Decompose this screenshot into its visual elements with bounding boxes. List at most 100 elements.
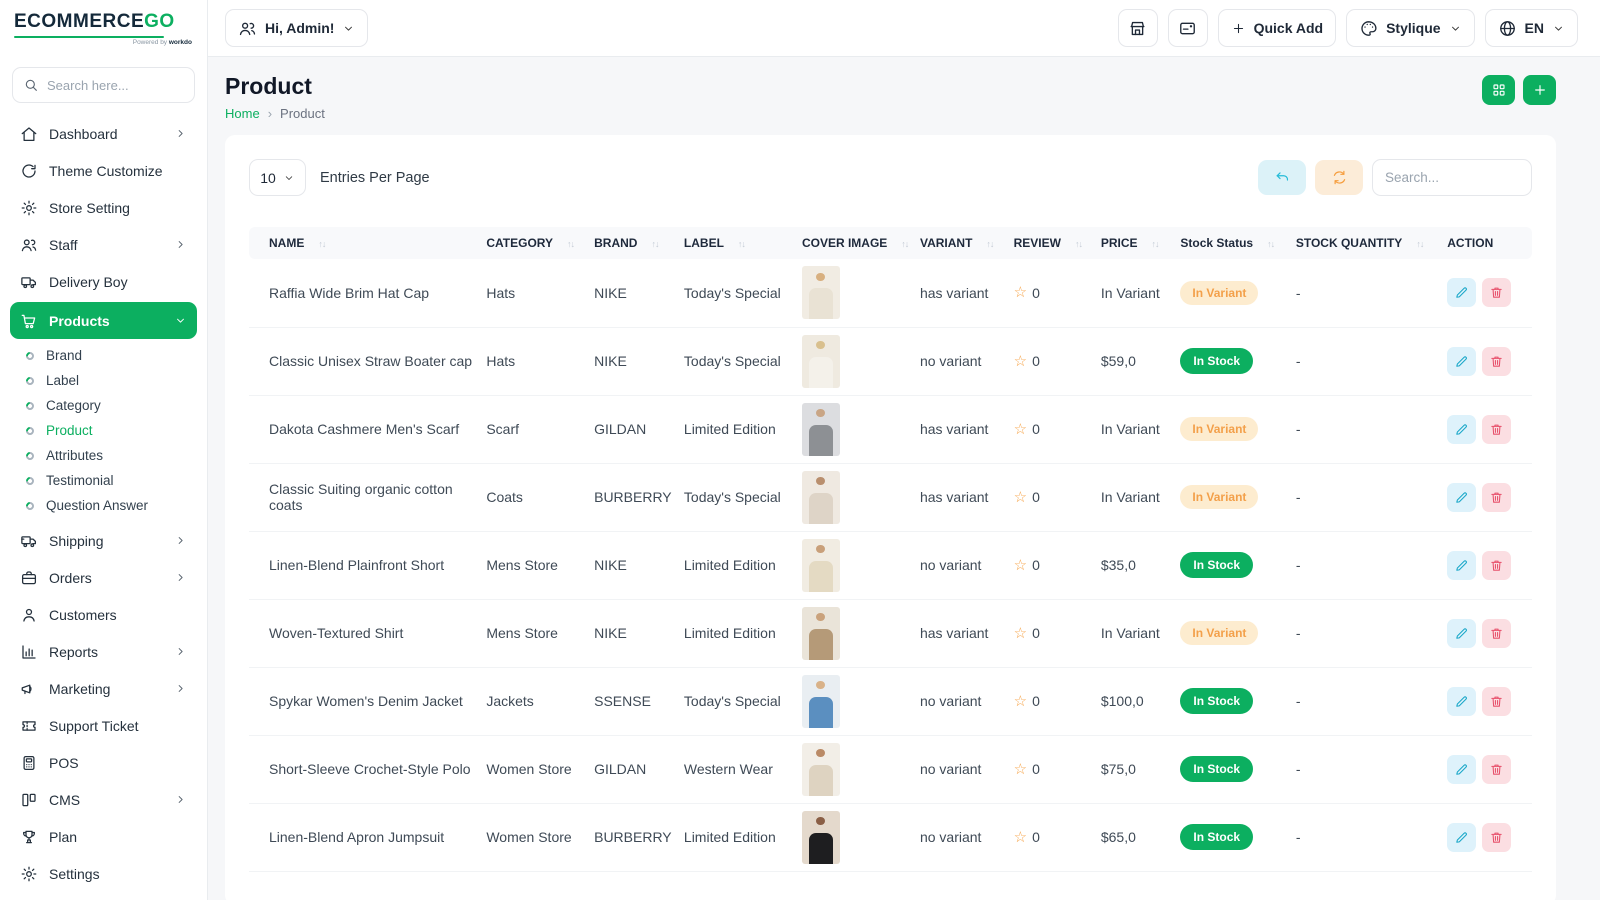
topbar: Hi, Admin! Quick Add Stylique EN (208, 0, 1600, 57)
delete-button[interactable] (1482, 278, 1512, 308)
product-variant: no variant (919, 761, 982, 777)
column-header-brand[interactable]: BRAND ↑↓ (594, 227, 684, 259)
sort-icon[interactable]: ↑↓ (986, 239, 994, 249)
refresh-button[interactable] (1315, 160, 1363, 195)
edit-button[interactable] (1447, 278, 1477, 308)
sort-icon[interactable]: ↑↓ (1074, 239, 1083, 249)
sidebar-item-plan[interactable]: Plan (10, 818, 197, 855)
edit-button[interactable] (1447, 346, 1477, 376)
reset-filters-button[interactable] (1258, 160, 1306, 195)
delete-button[interactable] (1482, 550, 1512, 580)
edit-button[interactable] (1447, 550, 1477, 580)
sidebar-item-orders[interactable]: Orders (10, 559, 197, 596)
sort-icon[interactable]: ↑↓ (1151, 239, 1160, 249)
delete-button[interactable] (1482, 754, 1512, 784)
product-variant: no variant (919, 829, 982, 845)
logo-text: ECOMMERCEGO (14, 11, 175, 32)
star-icon: ☆ (1013, 284, 1028, 302)
trash-icon (1489, 626, 1504, 641)
product-label: Today's Special (683, 489, 781, 505)
column-header-label[interactable]: LABEL ↑↓ (683, 227, 802, 259)
sort-icon[interactable]: ↑↓ (651, 239, 659, 249)
sidebar-item-settings[interactable]: Settings (10, 855, 197, 892)
language-button[interactable]: EN (1484, 9, 1578, 47)
star-icon: ☆ (1013, 760, 1028, 778)
delete-button[interactable] (1482, 822, 1512, 852)
sidebar-item-store-setting[interactable]: Store Setting (10, 189, 197, 226)
column-header-variant[interactable]: VARIANT ↑↓ (919, 227, 1014, 259)
marketing-icon (20, 680, 38, 698)
submenu-item-attributes[interactable]: Attributes (10, 443, 197, 468)
submenu-item-product[interactable]: Product (10, 418, 197, 443)
sidebar-item-marketing[interactable]: Marketing (10, 670, 197, 707)
column-header-stock-status[interactable]: Stock Status ↑↓ (1180, 227, 1296, 259)
sort-icon[interactable]: ↑↓ (318, 239, 326, 249)
add-product-button[interactable] (1523, 75, 1556, 105)
column-header-review[interactable]: REVIEW ↑↓ (1013, 227, 1101, 259)
product-price: $59,0 (1100, 353, 1136, 369)
delete-button[interactable] (1482, 618, 1512, 648)
cover-image (801, 334, 840, 388)
sidebar-item-customers[interactable]: Customers (10, 596, 197, 633)
product-name: Linen-Blend Apron Jumpsuit (269, 829, 445, 845)
sidebar-item-support-ticket[interactable]: Support Ticket (10, 707, 197, 744)
stock-quantity: - (1295, 353, 1301, 369)
table-search-input[interactable] (1372, 159, 1532, 196)
delete-button[interactable] (1482, 414, 1512, 444)
sidebar-item-label: Store Setting (49, 199, 130, 216)
submenu-item-label[interactable]: Label (10, 368, 197, 393)
product-label: Limited Edition (683, 625, 776, 641)
submenu-item-category[interactable]: Category (10, 393, 197, 418)
submenu-item-testimonial[interactable]: Testimonial (10, 468, 197, 493)
edit-button[interactable] (1447, 618, 1477, 648)
quick-add-button[interactable]: Quick Add (1217, 9, 1337, 47)
column-header-category[interactable]: CATEGORY ↑↓ (486, 227, 595, 259)
submenu-item-question-answer[interactable]: Question Answer (10, 493, 197, 518)
storefront-button[interactable] (1117, 9, 1158, 47)
sidebar-item-shipping[interactable]: Shipping (10, 522, 197, 559)
sidebar-item-delivery-boy[interactable]: Delivery Boy (10, 263, 197, 300)
edit-button[interactable] (1447, 414, 1477, 444)
sidebar-item-pos[interactable]: POS (10, 744, 197, 781)
delete-button[interactable] (1482, 482, 1512, 512)
delete-button[interactable] (1482, 686, 1512, 716)
column-header-cover-image[interactable]: COVER IMAGE ↑↓ (801, 227, 920, 259)
stock-quantity: - (1295, 557, 1301, 573)
plus-icon (1231, 21, 1246, 36)
page-title: Product (225, 73, 312, 99)
sidebar-item-dashboard[interactable]: Dashboard (10, 115, 197, 152)
sidebar-item-theme-customize[interactable]: Theme Customize (10, 152, 197, 189)
logo[interactable]: ECOMMERCEGO Powered by workdo (0, 0, 207, 57)
sidebar-item-cms[interactable]: CMS (10, 781, 197, 818)
delete-button[interactable] (1482, 346, 1512, 376)
gallery-button[interactable] (1167, 9, 1208, 47)
column-header-stock-quantity[interactable]: STOCK QUANTITY ↑↓ (1295, 227, 1448, 259)
sidebar-item-products[interactable]: Products (10, 302, 197, 339)
edit-button[interactable] (1447, 686, 1477, 716)
sidebar-search-input[interactable] (47, 77, 177, 93)
breadcrumb-home-link[interactable]: Home (225, 106, 260, 121)
theme-stylique-button[interactable]: Stylique (1346, 9, 1475, 47)
edit-button[interactable] (1447, 822, 1477, 852)
grid-view-button[interactable] (1482, 75, 1515, 105)
admin-menu-button[interactable]: Hi, Admin! (225, 9, 369, 47)
sort-icon[interactable]: ↑↓ (737, 239, 746, 249)
sort-icon[interactable]: ↑↓ (1416, 239, 1424, 249)
orders-icon (20, 569, 38, 587)
product-brand: GILDAN (594, 421, 647, 437)
entries-per-page-select[interactable]: 10 (249, 159, 306, 196)
edit-button[interactable] (1447, 754, 1477, 784)
review-count: 0 (1032, 421, 1040, 437)
sort-icon[interactable]: ↑↓ (567, 239, 575, 249)
edit-button[interactable] (1447, 482, 1477, 512)
sort-icon[interactable]: ↑↓ (901, 239, 909, 249)
sidebar-item-staff[interactable]: Staff (10, 226, 197, 263)
column-header-price[interactable]: PRICE ↑↓ (1100, 227, 1181, 259)
column-header-name[interactable]: NAME ↑↓ (249, 227, 487, 259)
sort-icon[interactable]: ↑↓ (1267, 239, 1275, 249)
submenu-item-brand[interactable]: Brand (10, 343, 197, 368)
sidebar-item-reports[interactable]: Reports (10, 633, 197, 670)
star-icon: ☆ (1013, 488, 1028, 506)
product-table-card: 10 Entries Per Page NAME↑↓CATE (225, 135, 1556, 900)
chevron-right-icon (174, 571, 187, 584)
